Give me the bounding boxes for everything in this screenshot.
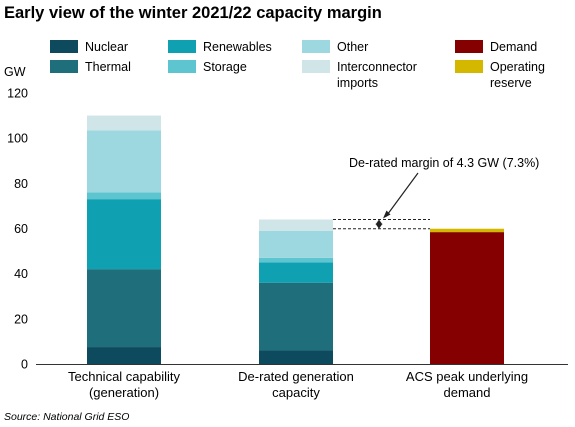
bar-segment-operating-reserve: [430, 228, 504, 233]
y-tick-label: 80: [14, 177, 28, 191]
annotation-label: De-rated margin of 4.3 GW (7.3%): [349, 156, 539, 170]
y-tick-label: 120: [7, 87, 28, 101]
x-category-label: ACS peak underlying: [406, 369, 528, 384]
arrowhead-up: [375, 219, 383, 225]
legend-label: Thermal: [85, 60, 131, 74]
bar-segment-renewables: [87, 199, 161, 270]
y-axis-unit: GW: [4, 65, 26, 79]
x-category-label: demand: [444, 385, 491, 400]
legend-label: Nuclear: [85, 40, 128, 54]
bar-segment-storage: [259, 257, 333, 263]
y-tick-label: 100: [7, 132, 28, 146]
x-category-label: De-rated generation: [238, 369, 354, 384]
y-tick-label: 40: [14, 267, 28, 281]
y-tick-label: 60: [14, 222, 28, 236]
x-axis-labels: Technical capability(generation) De-rated…: [68, 369, 528, 400]
legend-swatch: [168, 60, 196, 73]
arrowhead-down: [375, 223, 383, 229]
legend-swatch: [302, 60, 330, 73]
legend-swatch: [50, 60, 78, 73]
legend-swatch: [455, 40, 483, 53]
bar-segment-thermal: [259, 282, 333, 351]
legend-label: Interconnector: [337, 60, 417, 74]
legend: Nuclear Thermal Renewables Storage Other Inte…: [50, 40, 545, 90]
bar-segment-other: [87, 130, 161, 193]
legend-swatch: [455, 60, 483, 73]
bar-segment-thermal: [87, 269, 161, 348]
source-note: Source: National Grid ESO: [4, 411, 129, 423]
annotation-pointer-head: [383, 210, 391, 219]
y-axis-ticks: 0 20 40 60 80 100 120: [7, 87, 28, 372]
bar-segment-renewables: [259, 262, 333, 283]
x-category-label: (generation): [89, 385, 159, 400]
bar-segment-other: [259, 230, 333, 258]
bar-segment-nuclear: [259, 350, 333, 364]
legend-swatch: [302, 40, 330, 53]
legend-label: Operating: [490, 60, 545, 74]
legend-label: Storage: [203, 60, 247, 74]
x-category-label: Technical capability: [68, 369, 181, 384]
y-tick-label: 0: [21, 358, 28, 372]
bars: [87, 115, 504, 364]
y-tick-label: 20: [14, 312, 28, 326]
bar-segment-nuclear: [87, 347, 161, 364]
bar-segment-storage: [87, 192, 161, 200]
bar-segment-interconnector-imports: [259, 219, 333, 231]
legend-label: reserve: [490, 76, 532, 90]
chart-title: Early view of the winter 2021/22 capacit…: [4, 4, 382, 22]
x-category-label: capacity: [272, 385, 320, 400]
annotation-pointer: [385, 172, 419, 217]
legend-label: imports: [337, 76, 378, 90]
legend-swatch: [50, 40, 78, 53]
legend-label: Demand: [490, 40, 537, 54]
bar-segment-demand: [430, 232, 504, 364]
legend-swatch: [168, 40, 196, 53]
bar-segment-interconnector-imports: [87, 115, 161, 131]
legend-label: Renewables: [203, 40, 272, 54]
legend-label: Other: [337, 40, 368, 54]
margin-annotation: De-rated margin of 4.3 GW (7.3%): [333, 156, 539, 230]
